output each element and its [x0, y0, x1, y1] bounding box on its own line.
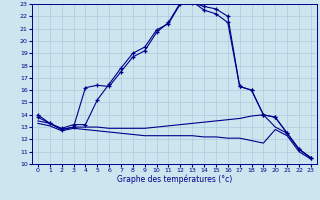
X-axis label: Graphe des températures (°c): Graphe des températures (°c)	[117, 175, 232, 184]
